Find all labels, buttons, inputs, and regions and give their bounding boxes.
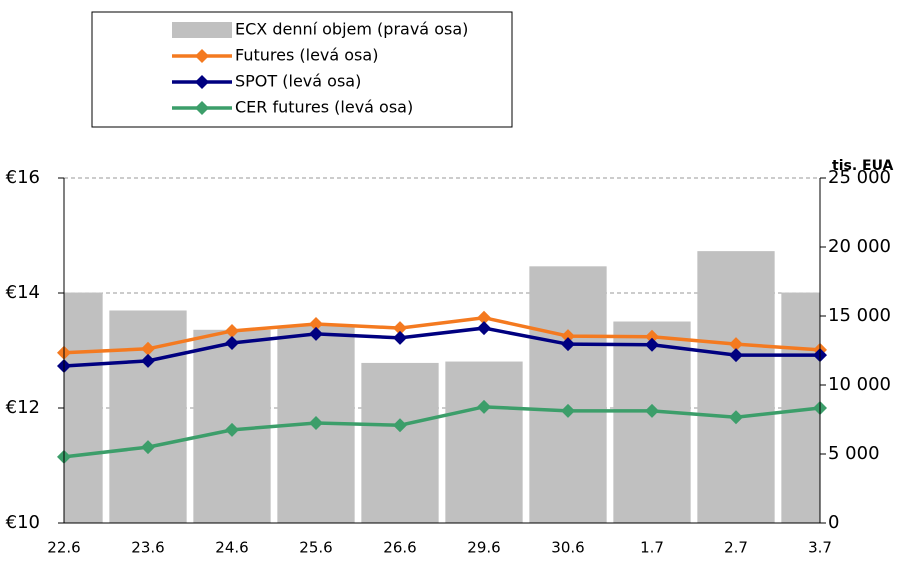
y-tick-label: €16	[6, 167, 40, 188]
legend-marker	[195, 75, 209, 89]
bar	[445, 361, 523, 523]
legend-marker	[195, 101, 209, 115]
marker	[645, 329, 659, 344]
bar	[361, 362, 439, 523]
marker	[393, 321, 407, 336]
marker	[561, 403, 575, 418]
legend-swatch	[172, 22, 232, 38]
line	[63, 405, 821, 459]
legend-label: CER futures (levá osa)	[235, 98, 413, 117]
marker	[729, 337, 743, 352]
bar	[64, 292, 103, 523]
marker	[477, 399, 491, 414]
x-tick-label: 29.6	[467, 539, 500, 557]
x-tick-label: 22.6	[47, 539, 80, 557]
y2-axis-label: tis. EUA	[832, 158, 894, 174]
marker	[729, 348, 743, 363]
marker	[141, 353, 155, 368]
marker	[393, 418, 407, 433]
marker	[561, 337, 575, 352]
x-tick-label: 25.6	[299, 539, 332, 557]
y-tick-label: €12	[6, 397, 40, 418]
legend-label: Futures (levá osa)	[235, 46, 378, 65]
x-tick-label: 3.7	[808, 539, 832, 557]
bar	[697, 251, 775, 523]
marker	[309, 317, 323, 332]
x-tick-label: 30.6	[551, 539, 584, 557]
bar	[613, 321, 691, 523]
plot-area	[64, 251, 820, 523]
legend-label: SPOT (levá osa)	[235, 72, 361, 91]
y2-tick-label: 0	[828, 512, 839, 533]
marker	[477, 321, 491, 336]
marker	[225, 422, 239, 437]
line	[63, 315, 821, 355]
marker	[561, 329, 575, 344]
legend-label: ECX denní objem (pravá osa)	[235, 20, 468, 39]
marker	[645, 337, 659, 352]
x-tick-label: 24.6	[215, 539, 248, 557]
marker	[393, 330, 407, 345]
x-tick-label: 2.7	[724, 539, 748, 557]
marker	[141, 341, 155, 356]
y2-tick-label: 10 000	[828, 374, 891, 395]
marker	[309, 415, 323, 430]
line	[63, 326, 820, 368]
x-tick-label: 23.6	[131, 539, 164, 557]
marker	[225, 336, 239, 351]
legend-marker	[195, 49, 209, 63]
y2-tick-label: 25 000	[828, 167, 891, 188]
legend-box	[91, 11, 513, 128]
x-tick-label: 26.6	[383, 539, 416, 557]
marker	[225, 323, 239, 338]
marker	[645, 403, 659, 418]
marker	[729, 410, 743, 425]
x-tick-label: 1.7	[640, 539, 664, 557]
y2-tick-label: 20 000	[828, 236, 891, 257]
bar	[529, 266, 607, 523]
y-tick-label: €14	[6, 282, 40, 303]
y2-tick-label: 15 000	[828, 305, 891, 326]
marker	[309, 326, 323, 341]
marker	[141, 440, 155, 455]
y2-tick-label: 5 000	[828, 443, 880, 464]
marker	[477, 310, 491, 325]
y-tick-label: €10	[6, 512, 40, 533]
